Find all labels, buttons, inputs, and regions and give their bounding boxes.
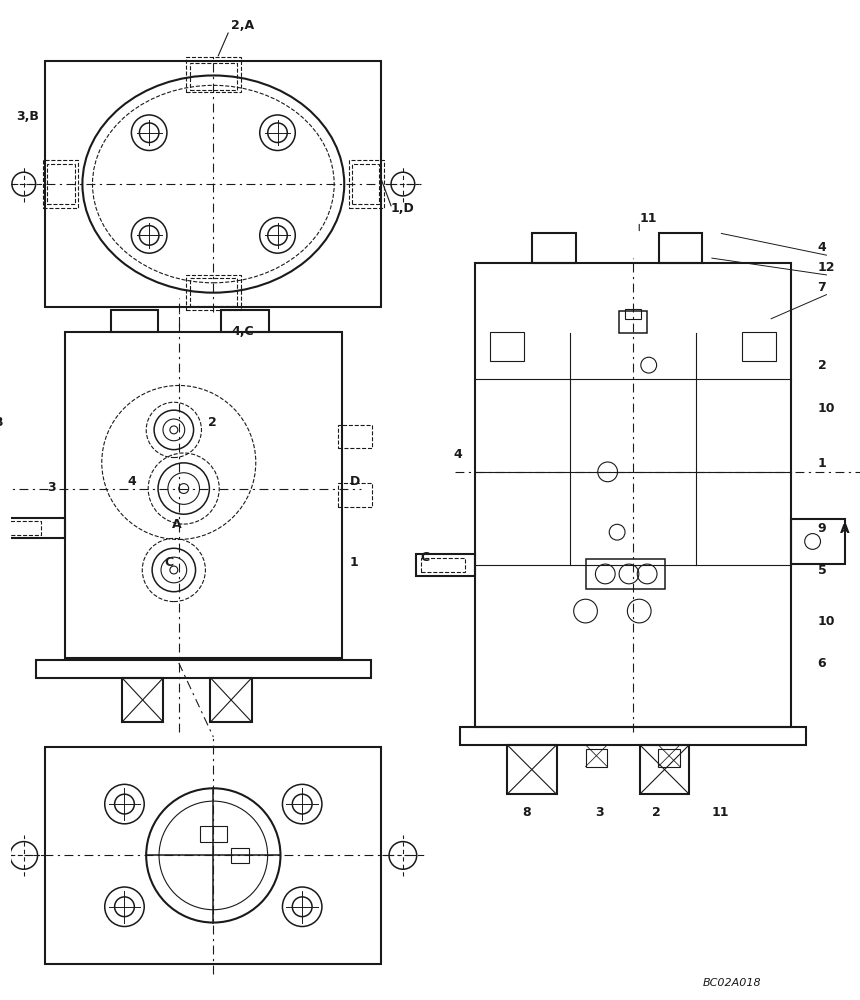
Text: 10: 10 [818, 402, 835, 415]
Text: 11: 11 [639, 212, 657, 225]
Text: 1: 1 [818, 457, 826, 470]
Text: BC02A018: BC02A018 [703, 978, 761, 988]
Bar [211, 678, 252, 722]
Bar [507, 745, 556, 794]
Bar [111, 310, 158, 332]
Bar [42, 160, 78, 208]
Bar [352, 164, 379, 204]
Text: 3: 3 [47, 481, 56, 494]
Text: 8: 8 [522, 806, 531, 819]
Bar [415, 554, 475, 576]
Text: 7: 7 [818, 281, 826, 294]
Bar [625, 309, 641, 319]
Bar [231, 848, 249, 863]
Text: 3,B: 3,B [15, 110, 39, 123]
Text: 3: 3 [595, 806, 604, 819]
Bar [186, 57, 241, 92]
Text: A: A [840, 523, 850, 536]
Bar [46, 61, 381, 307]
Bar [348, 160, 384, 208]
Bar [658, 749, 680, 767]
Bar [65, 332, 341, 658]
Text: 6: 6 [818, 657, 826, 670]
Bar [47, 164, 75, 204]
Text: 2: 2 [652, 806, 660, 819]
Bar [221, 310, 268, 332]
Text: C: C [421, 551, 430, 564]
Bar [0, 518, 65, 538]
Text: 9: 9 [818, 522, 826, 535]
Text: 5: 5 [818, 564, 826, 577]
Bar [190, 63, 237, 90]
Bar [490, 332, 525, 361]
Text: 4: 4 [818, 241, 826, 254]
Bar [791, 519, 845, 564]
Bar [35, 660, 372, 678]
Bar [741, 332, 776, 361]
Text: 4: 4 [127, 475, 136, 488]
Text: 2: 2 [818, 359, 826, 372]
Bar [586, 749, 607, 767]
Bar [640, 745, 689, 794]
Bar [659, 233, 702, 263]
Bar [460, 727, 806, 745]
Bar [46, 747, 381, 964]
Text: D: D [349, 475, 359, 488]
Text: 1: 1 [349, 556, 359, 569]
Text: 2,A: 2,A [231, 19, 255, 32]
Text: 11: 11 [712, 806, 729, 819]
Bar [200, 826, 227, 842]
Text: 4,C: 4,C [231, 325, 254, 338]
Bar [0, 521, 40, 535]
Bar [338, 425, 372, 448]
Text: 4: 4 [453, 448, 462, 461]
Text: 10: 10 [818, 615, 835, 628]
Text: B: B [0, 416, 3, 429]
Text: C: C [164, 556, 173, 569]
Bar [338, 483, 372, 507]
Bar [421, 558, 465, 572]
Text: A: A [172, 518, 181, 531]
Text: 1,D: 1,D [391, 202, 415, 215]
Text: 12: 12 [818, 261, 835, 274]
Bar [619, 311, 647, 333]
Bar [122, 678, 163, 722]
Bar [475, 263, 791, 727]
Text: 2: 2 [208, 416, 217, 429]
Bar [190, 278, 237, 306]
Bar [532, 233, 575, 263]
Bar [186, 275, 241, 310]
Bar [586, 559, 665, 589]
